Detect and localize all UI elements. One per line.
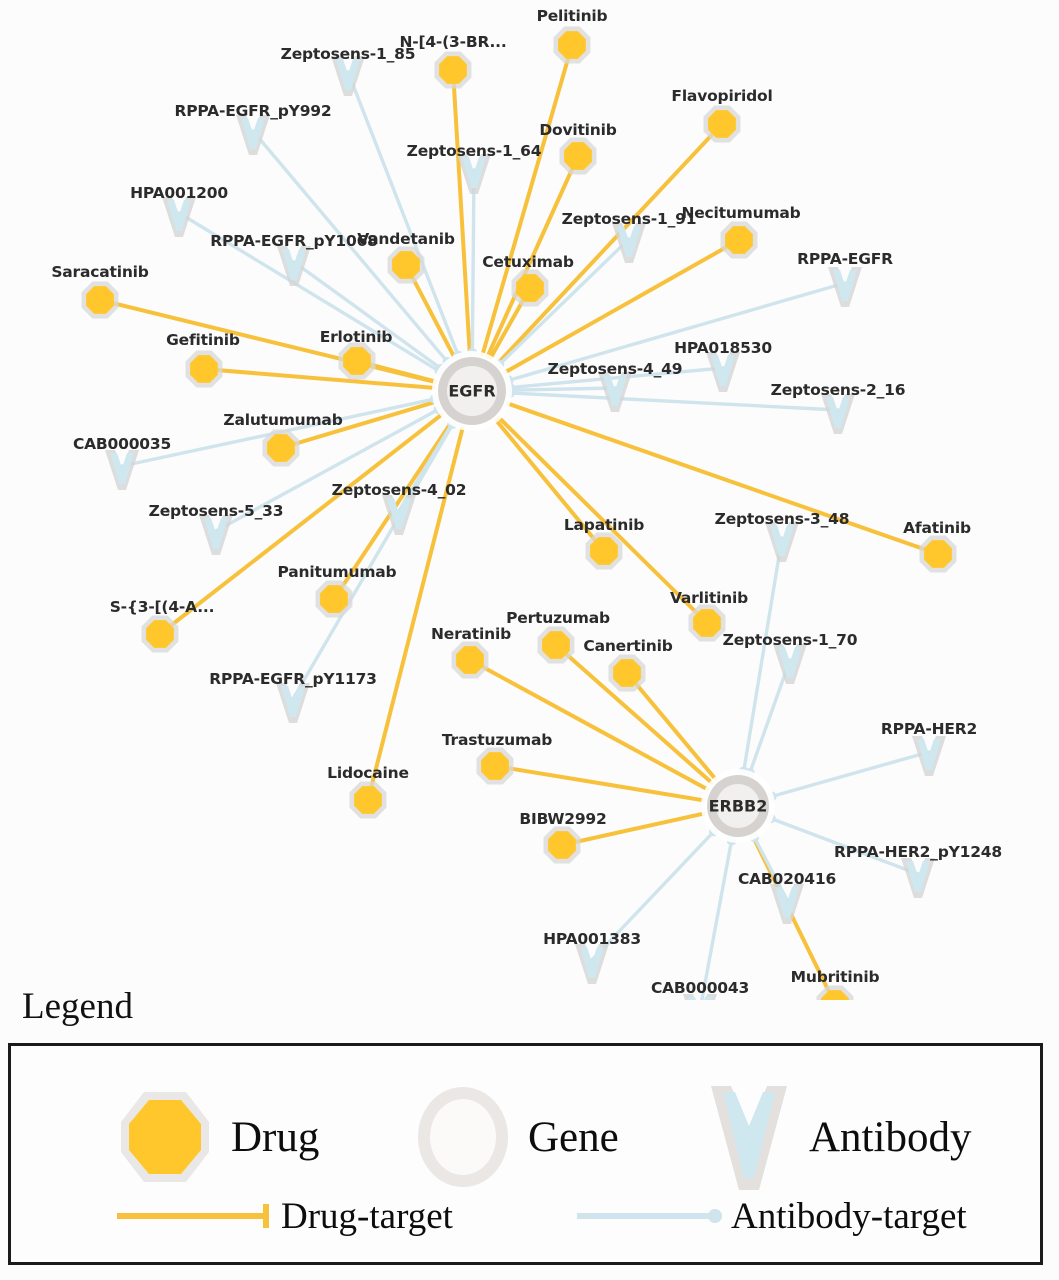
drug-node-necitumumab[interactable] bbox=[720, 221, 758, 259]
antibody-target-edge-zeptosens_1_85[interactable] bbox=[346, 70, 464, 361]
drug-node-pertuzumab[interactable] bbox=[537, 626, 575, 664]
antibody-node-hpa001383[interactable] bbox=[575, 944, 609, 984]
antibody-node-zeptosens_3_48[interactable] bbox=[765, 522, 799, 562]
legend-item-gene: Gene bbox=[411, 1082, 619, 1192]
antibody-target-edge-rppa_her2[interactable] bbox=[766, 750, 931, 802]
legend-item-drug: Drug bbox=[111, 1082, 319, 1192]
legend-label-antibody: Antibody bbox=[809, 1113, 972, 1161]
antibody-node-rppa_her2[interactable] bbox=[912, 736, 946, 776]
antibody-target-edge-rppa_her2_py1248[interactable] bbox=[765, 813, 920, 876]
drug-target-edge-varlitinib[interactable] bbox=[497, 415, 709, 625]
antibody-node-zeptosens_2_16[interactable] bbox=[821, 394, 855, 434]
legend-box: Drug Gene Antibody bbox=[8, 1043, 1043, 1265]
legend-edge-antibody-target: Antibody-target bbox=[571, 1196, 967, 1236]
drug-node-canertinib[interactable] bbox=[608, 654, 646, 692]
drug-node-neratinib[interactable] bbox=[451, 641, 489, 679]
legend: Legend Drug Gene bbox=[0, 985, 1059, 1280]
drug-target-edge-lapatinib[interactable] bbox=[494, 418, 606, 553]
antibody-node-rppa_her2_py1248[interactable] bbox=[901, 858, 935, 898]
antibody-target-edge-rppa_egfr_py1173[interactable] bbox=[291, 418, 458, 701]
drug-target-edge-pelitinib[interactable] bbox=[480, 43, 574, 357]
drug-node-n4_3br[interactable] bbox=[434, 51, 472, 89]
antibody-node-rppa_egfr_py1173[interactable] bbox=[276, 683, 310, 723]
drug-target-edge-neratinib[interactable] bbox=[468, 658, 710, 792]
antibody-node-cab020416[interactable] bbox=[770, 884, 804, 924]
antibody-node-zeptosens_1_70[interactable] bbox=[773, 644, 807, 684]
drug-node-pelitinib[interactable] bbox=[553, 26, 591, 64]
drug-target-edge-gefitinib[interactable] bbox=[202, 367, 437, 390]
antibody-node-cab000035[interactable] bbox=[105, 450, 139, 490]
drug-node-bibw2992[interactable] bbox=[543, 826, 581, 864]
drug-target-edge-flavopiridol[interactable] bbox=[495, 122, 724, 366]
drug-target-edge-trastuzumab[interactable] bbox=[493, 764, 706, 803]
drug-target-edge-icon bbox=[117, 1204, 269, 1228]
drug-icon bbox=[121, 1092, 209, 1182]
antibody-node-zeptosens_5_33[interactable] bbox=[199, 515, 233, 555]
drug-target-edge-n4_3br[interactable] bbox=[451, 68, 472, 356]
antibody-node-zeptosens_4_49[interactable] bbox=[598, 372, 632, 412]
gene-icon bbox=[418, 1087, 508, 1187]
drug-node-vandetanib[interactable] bbox=[387, 246, 425, 284]
drug-target-edge-zalutumumab[interactable] bbox=[279, 399, 438, 450]
antibody-target-edge-icon bbox=[577, 1209, 722, 1223]
drug-target-edge-bibw2992[interactable] bbox=[560, 811, 706, 847]
drug-target-edge-dovitinib[interactable] bbox=[485, 154, 580, 359]
drug-node-trastuzumab[interactable] bbox=[476, 747, 514, 785]
antibody-node-zeptosens_1_85[interactable] bbox=[331, 56, 365, 96]
legend-title: Legend bbox=[22, 986, 133, 1027]
drug-target-edge-lidocaine[interactable] bbox=[366, 425, 465, 802]
antibody-node-hpa018530[interactable] bbox=[706, 352, 740, 392]
drug-node-panitumumab[interactable] bbox=[315, 580, 353, 618]
drug-node-afatinib[interactable] bbox=[919, 535, 957, 573]
antibody-node-hpa001200[interactable] bbox=[162, 197, 196, 237]
drug-node-s3_4a[interactable] bbox=[141, 615, 179, 653]
gene-label-ERBB2: ERBB2 bbox=[708, 796, 768, 816]
antibody-target-edge-cab000043[interactable] bbox=[700, 835, 737, 1000]
drug-node-gefitinib[interactable] bbox=[185, 350, 223, 388]
legend-edge-row: Drug-target Antibody-target bbox=[11, 1196, 1040, 1256]
drug-target-edge-afatinib[interactable] bbox=[505, 401, 940, 556]
antibody-node-rppa_egfr_py1068[interactable] bbox=[277, 246, 311, 286]
drug-node-erlotinib[interactable] bbox=[338, 342, 376, 380]
drug-target-edge-s3_4a[interactable] bbox=[158, 412, 445, 636]
legend-edge-drug-target: Drug-target bbox=[111, 1196, 453, 1236]
antibody-target-edge-rppa_egfr[interactable] bbox=[503, 281, 847, 386]
antibody-node-zeptosens_4_02[interactable] bbox=[382, 495, 416, 535]
legend-item-antibody: Antibody bbox=[701, 1078, 971, 1196]
antibody-node-rppa_egfr_py992[interactable] bbox=[236, 115, 270, 155]
legend-label-gene: Gene bbox=[528, 1113, 619, 1161]
drug-node-lapatinib[interactable] bbox=[585, 532, 623, 570]
drug-target-edge-necitumumab[interactable] bbox=[503, 238, 741, 375]
drug-node-mubritinib[interactable] bbox=[816, 985, 854, 1000]
network-canvas[interactable]: Zeptosens-1_85 RPPA-EGFR_pY992 Zeptosens-1… bbox=[0, 0, 1059, 1000]
antibody-icon bbox=[711, 1086, 787, 1190]
drug-node-zalutumumab[interactable] bbox=[262, 429, 300, 467]
drug-target-edge-canertinib[interactable] bbox=[625, 671, 718, 782]
antibody-node-cab000043[interactable] bbox=[683, 994, 717, 1000]
legend-label-drug: Drug bbox=[231, 1113, 320, 1161]
drug-node-saracatinib[interactable] bbox=[81, 281, 119, 319]
antibody-node-zeptosens_1_64[interactable] bbox=[457, 154, 491, 194]
gene-node-EGFR[interactable] bbox=[432, 351, 512, 431]
legend-label-antibody-target: Antibody-target bbox=[731, 1195, 967, 1237]
drug-node-varlitinib[interactable] bbox=[688, 604, 726, 642]
gene-label-EGFR: EGFR bbox=[448, 381, 496, 401]
legend-label-drug-target: Drug-target bbox=[281, 1195, 453, 1237]
drug-node-flavopiridol[interactable] bbox=[703, 105, 741, 143]
gene-node-ERBB2[interactable] bbox=[701, 769, 775, 843]
drug-node-cetuximab[interactable] bbox=[511, 269, 549, 307]
legend-shape-row: Drug Gene Antibody bbox=[11, 1064, 1040, 1190]
antibody-node-zeptosens_1_91[interactable] bbox=[612, 223, 646, 263]
network-graph-svg[interactable] bbox=[0, 0, 1059, 1000]
nodes-layer[interactable] bbox=[81, 26, 957, 1000]
drug-node-dovitinib[interactable] bbox=[559, 137, 597, 175]
antibody-target-edge-zeptosens_2_16[interactable] bbox=[504, 387, 840, 412]
antibody-node-rppa_egfr[interactable] bbox=[828, 267, 862, 307]
drug-target-edge-pertuzumab[interactable] bbox=[554, 643, 714, 785]
drug-node-lidocaine[interactable] bbox=[349, 781, 387, 819]
antibody-target-edge-hpa001383[interactable] bbox=[590, 826, 719, 962]
